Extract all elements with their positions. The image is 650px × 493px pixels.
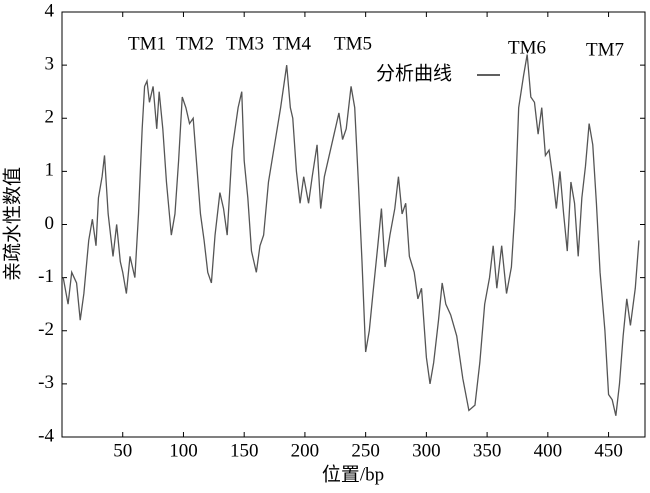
x-tick-label: 150 <box>230 440 259 461</box>
x-tick-label: 200 <box>291 440 320 461</box>
plot-frame <box>61 11 646 438</box>
x-tick-label: 50 <box>113 440 132 461</box>
y-tick-label: 3 <box>45 53 55 74</box>
y-tick-label: 0 <box>45 213 55 234</box>
legend-label: 分析曲线 <box>376 62 452 84</box>
x-tick-label: 250 <box>351 440 380 461</box>
y-axis-label: 亲疏水性数值 <box>1 167 23 281</box>
y-tick-label: 4 <box>45 0 55 21</box>
x-tick-label: 400 <box>534 440 563 461</box>
y-tick-label: -3 <box>38 372 54 393</box>
y-tick-label: 1 <box>45 160 55 181</box>
x-axis-label: 位置/bp <box>322 463 384 485</box>
x-tick-label: 100 <box>169 440 198 461</box>
annotation: TM4 <box>273 33 312 54</box>
annotation: TM1 <box>128 33 166 54</box>
annotation: TM7 <box>586 39 624 60</box>
y-tick-label: -4 <box>38 425 54 446</box>
x-tick-label: 300 <box>412 440 441 461</box>
y-tick-label: -1 <box>38 266 54 287</box>
annotation: TM6 <box>508 37 546 58</box>
annotation: TM5 <box>334 33 372 54</box>
data-line <box>62 54 640 416</box>
x-tick-label: 450 <box>594 440 623 461</box>
y-tick-label: -2 <box>38 319 54 340</box>
y-tick-label: 2 <box>45 107 55 128</box>
annotation: TM3 <box>226 33 264 54</box>
annotation: TM2 <box>176 33 214 54</box>
x-tick-label: 350 <box>473 440 502 461</box>
